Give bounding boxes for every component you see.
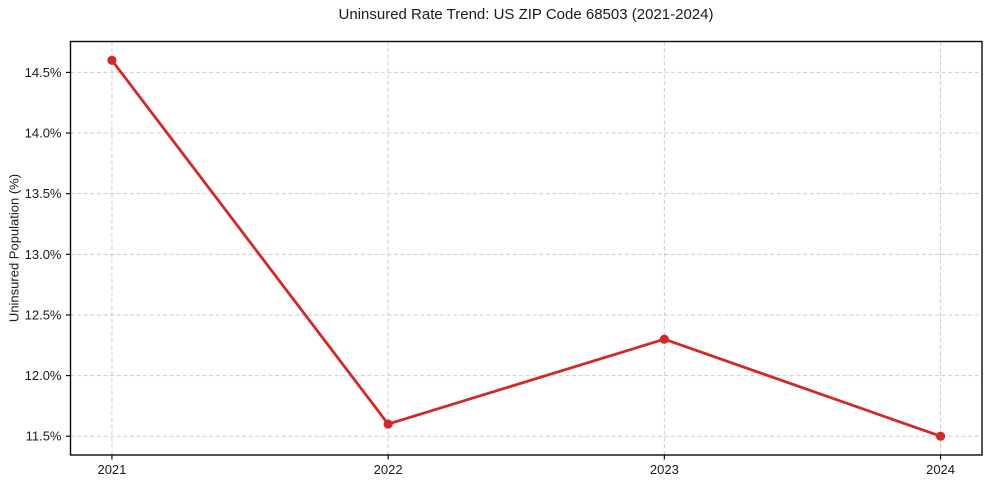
y-tick-label: 14.5% <box>25 65 62 80</box>
x-tick-label: 2024 <box>926 462 955 477</box>
y-tick-label: 13.5% <box>25 186 62 201</box>
y-tick-label: 11.5% <box>26 429 62 444</box>
y-tick-label: 14.0% <box>25 126 62 141</box>
y-tick-label: 12.5% <box>25 307 62 322</box>
data-point-2024 <box>935 431 946 441</box>
data-point-2022 <box>383 419 393 429</box>
trend-line <box>110 58 942 438</box>
y-tick-label: 13.0% <box>25 247 62 262</box>
x-tick-label: 2021 <box>97 462 126 477</box>
data-point-2021 <box>107 55 117 65</box>
plot-border <box>69 40 983 456</box>
x-tick-label: 2022 <box>374 462 403 477</box>
chart-title: Uninsured Rate Trend: US ZIP Code 68503 … <box>338 6 714 23</box>
data-point-2023 <box>659 334 669 344</box>
y-tick-label: 12.0% <box>25 368 62 383</box>
y-axis-label: Uninsured Population (%) <box>6 173 22 323</box>
x-tick-label: 2023 <box>650 462 679 477</box>
